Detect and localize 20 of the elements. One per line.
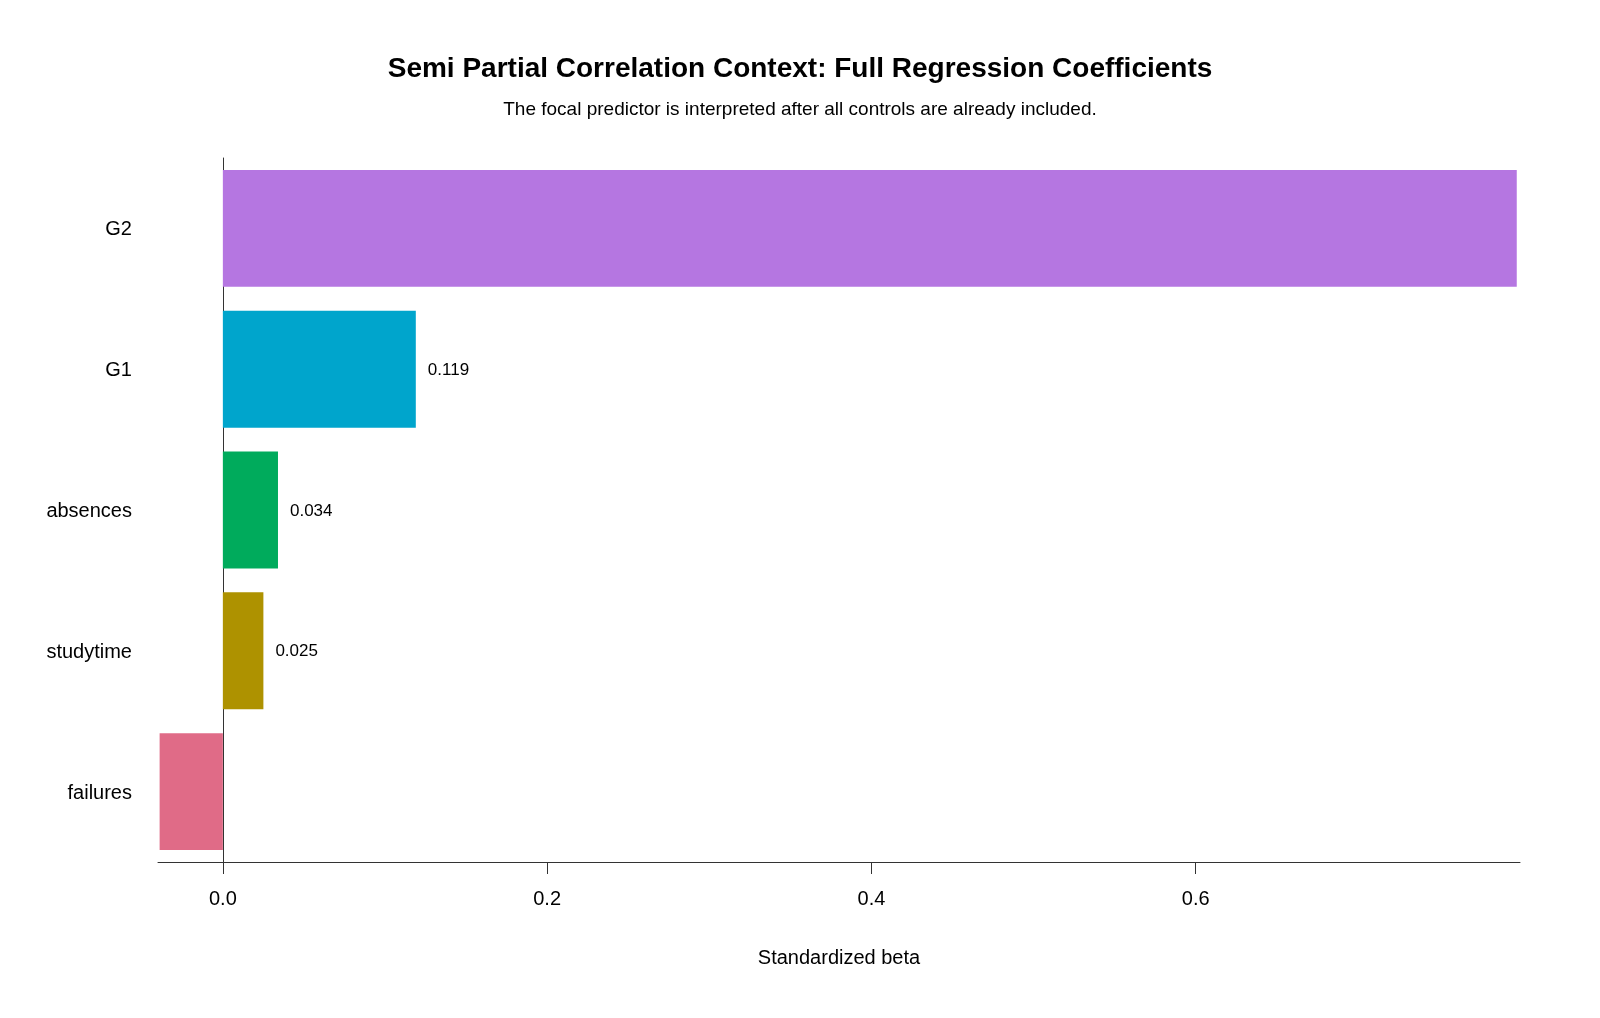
data-label: 0.025 — [275, 641, 318, 661]
x-tick-label: 0.6 — [1181, 887, 1210, 909]
bar — [159, 733, 223, 851]
data-label: 0.119 — [427, 359, 470, 379]
y-tick-label: G1 — [105, 358, 132, 381]
data-label: 0.034 — [289, 500, 333, 520]
y-tick-label: studytime — [46, 639, 132, 662]
x-tick-label: 0.4 — [857, 887, 886, 909]
y-tick-label: absences — [46, 499, 132, 521]
chart-subtitle: The focal predictor is interpreted after all controls are already included. — [503, 98, 1097, 119]
bar — [222, 451, 278, 569]
bar — [222, 310, 416, 428]
y-tick-label: G2 — [105, 217, 132, 240]
x-tick-label: 0.2 — [533, 887, 562, 909]
chart-title: Semi Partial Correlation Context: Full Regression Coefficients — [387, 51, 1213, 83]
x-axis-title: Standardized beta — [757, 946, 922, 968]
x-tick-label: 0.0 — [208, 887, 237, 909]
bar — [222, 169, 1517, 287]
y-tick-label: failures — [67, 780, 132, 803]
bar — [222, 592, 264, 710]
